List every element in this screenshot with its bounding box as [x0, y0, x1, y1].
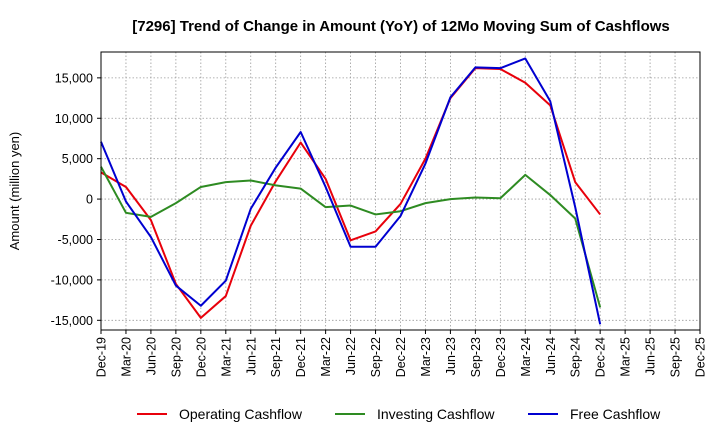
y-tick-label: -10,000 — [51, 273, 93, 287]
x-tick-label: Sep-20 — [169, 337, 183, 377]
x-tick-label: Sep-22 — [369, 337, 383, 377]
x-tick-label: Mar-22 — [319, 337, 333, 377]
x-tick-label: Dec-24 — [594, 337, 608, 377]
x-tick-label: Jun-25 — [644, 337, 658, 375]
x-tick-label: Jun-24 — [544, 337, 558, 375]
chart-title: [7296] Trend of Change in Amount (YoY) o… — [132, 18, 670, 35]
x-tick-label: Dec-20 — [194, 337, 208, 377]
x-tick-label: Jun-22 — [344, 337, 358, 375]
x-tick-label: Dec-22 — [394, 337, 408, 377]
x-tick-label: Mar-24 — [519, 337, 533, 377]
x-tick-label: Dec-23 — [494, 337, 508, 377]
x-axis-ticks: Dec-19 Mar-20 Jun-20 Sep-20 Dec-20 Mar-21 Jun-… — [95, 330, 708, 377]
x-tick-label: Dec-21 — [294, 337, 308, 377]
x-tick-label: Mar-23 — [419, 337, 433, 377]
x-tick-label: Sep-25 — [669, 337, 683, 377]
x-tick-label: Mar-21 — [219, 337, 233, 377]
x-tick-label: Dec-19 — [95, 337, 109, 377]
x-tick-label: Jun-20 — [144, 337, 158, 375]
grid — [100, 52, 701, 330]
x-tick-label: Mar-20 — [119, 337, 133, 377]
y-tick-label: 5,000 — [62, 152, 93, 166]
x-tick-label: Jun-21 — [244, 337, 258, 375]
x-tick-label: Sep-23 — [469, 337, 483, 377]
legend-label-investing-cashflow: Investing Cashflow — [377, 406, 495, 422]
x-tick-label: Sep-21 — [269, 337, 283, 377]
y-tick-label: 15,000 — [55, 71, 93, 85]
x-tick-label: Jun-23 — [444, 337, 458, 375]
legend-label-operating-cashflow: Operating Cashflow — [179, 406, 303, 422]
legend: Operating Cashflow Investing Cashflow Free… — [137, 406, 661, 422]
y-tick-label: 10,000 — [55, 112, 93, 126]
plot-frame — [100, 51, 701, 331]
y-tick-label: -5,000 — [58, 233, 93, 247]
y-tick-label: -15,000 — [51, 314, 93, 328]
operating-cashflow-line — [100, 67, 601, 319]
series-lines — [100, 57, 602, 325]
x-tick-label: Dec-25 — [694, 337, 708, 377]
x-tick-label: Mar-25 — [619, 337, 633, 377]
y-axis-label: Amount (million yen) — [7, 132, 22, 251]
legend-label-free-cashflow: Free Cashflow — [570, 406, 661, 422]
x-tick-label: Sep-24 — [569, 337, 583, 377]
y-tick-label: 0 — [86, 193, 93, 207]
free-cashflow-line — [100, 57, 602, 325]
investing-cashflow-line — [100, 166, 602, 308]
y-axis-ticks: 15,000 10,000 5,000 0 -5,000 -10,000 -15,000 — [51, 71, 101, 328]
